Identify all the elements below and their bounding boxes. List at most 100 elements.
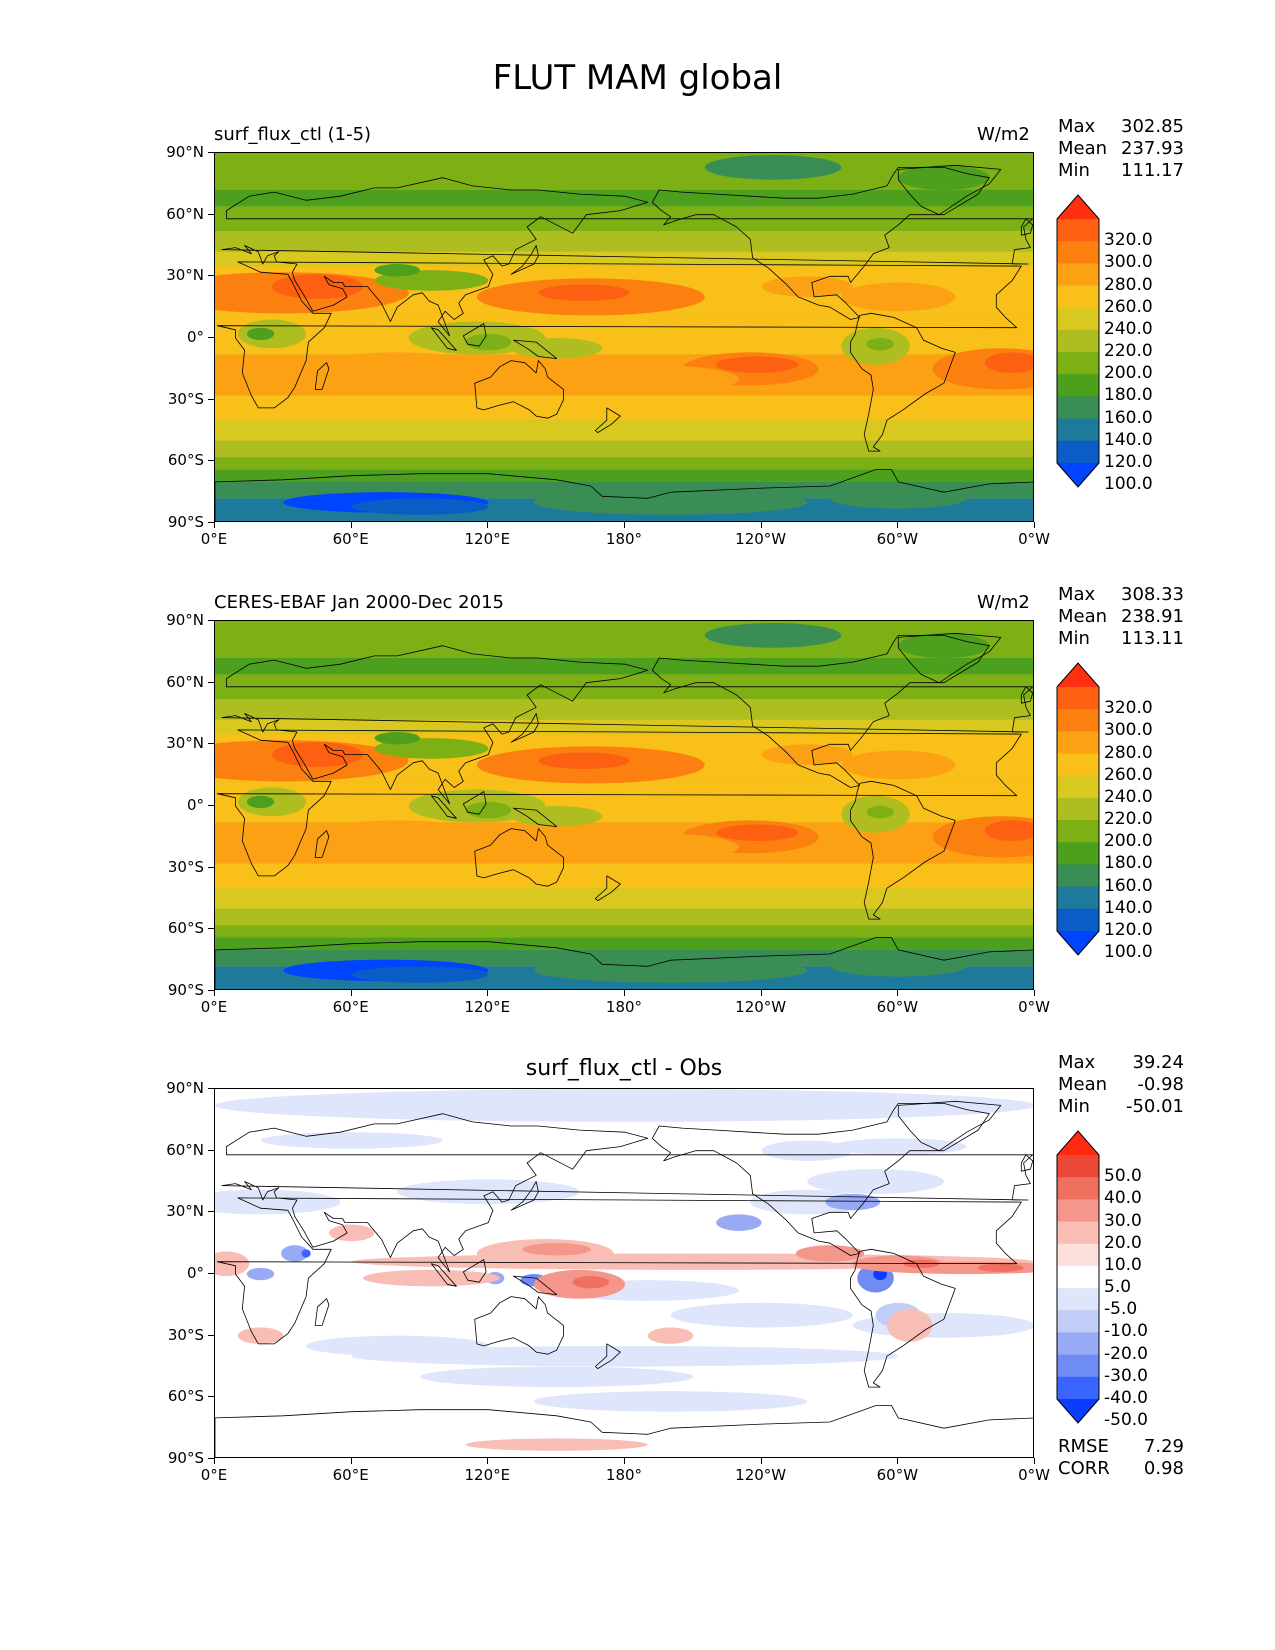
lat-tick-label: 30°N	[166, 1202, 204, 1221]
colorbar-label: 160.0	[1104, 875, 1153, 896]
colorbar	[1056, 194, 1100, 488]
colorbar-label: 30.0	[1104, 1210, 1142, 1231]
colorbar-swatch	[1057, 1288, 1099, 1311]
coastline	[512, 339, 558, 360]
contour-band	[215, 658, 1033, 675]
contour-region	[465, 801, 512, 819]
contour-region	[886, 1308, 933, 1342]
coastline	[430, 1263, 457, 1287]
contour-region	[795, 1245, 865, 1262]
lat-tick-label: 30°N	[166, 266, 204, 285]
colorbar-label: 260.0	[1104, 764, 1153, 785]
contour-band	[215, 251, 1033, 267]
colorbar-swatch	[1057, 1376, 1099, 1400]
stat-label: RMSE	[1058, 1436, 1109, 1457]
colorbar	[1056, 1130, 1100, 1424]
colorbar-label: 220.0	[1104, 341, 1153, 362]
colorbar-swatch	[1057, 1199, 1099, 1223]
lon-tick-label: 180°	[605, 530, 643, 548]
lat-tick-label: 60°S	[167, 1387, 204, 1406]
colorbar-label: 100.0	[1104, 942, 1153, 963]
colorbar-extend-max	[1057, 1131, 1099, 1155]
lat-tick-mark	[208, 866, 214, 868]
lat-tick-mark	[208, 1334, 214, 1336]
lat-tick-mark	[208, 337, 214, 338]
coastline	[594, 875, 621, 902]
contour-region	[761, 744, 853, 765]
lon-tick-mark	[624, 990, 625, 996]
lon-tick-label: 0°E	[200, 998, 228, 1016]
contour-region	[351, 966, 489, 983]
contour-region	[465, 333, 512, 351]
stat-corr: CORR 0.98	[1058, 1458, 1184, 1480]
lat-tick-mark	[208, 620, 214, 621]
colorbar-outline	[1056, 194, 1100, 488]
colorbar-label: 320.0	[1104, 230, 1153, 251]
lat-tick-label: 30°N	[166, 734, 204, 753]
contour-region	[246, 327, 275, 341]
colorbar-swatch	[1057, 842, 1099, 865]
contour-region	[215, 1089, 1033, 1122]
colorbar-swatch	[1057, 219, 1099, 242]
colorbar-swatch	[1057, 1265, 1099, 1289]
contour-region	[306, 820, 489, 854]
contour-band	[215, 699, 1033, 720]
colorbar-swatch	[1057, 886, 1099, 910]
contour-region	[374, 264, 420, 277]
lon-tick-mark	[1034, 1458, 1035, 1464]
contour-band	[215, 440, 1033, 458]
contour-region	[246, 1267, 275, 1281]
coastline	[216, 1197, 1022, 1345]
stat-value: 0.98	[1143, 1458, 1184, 1479]
contour-region	[281, 1245, 309, 1262]
lon-tick-mark	[897, 1458, 899, 1464]
lat-tick-mark	[208, 1088, 214, 1089]
colorbar-label: 160.0	[1104, 407, 1153, 428]
lon-tick-mark	[1034, 522, 1035, 528]
lon-tick-mark	[350, 522, 352, 528]
colorbar-swatch	[1057, 1243, 1099, 1267]
contour-region	[716, 356, 799, 373]
colorbar-label: 280.0	[1104, 274, 1153, 295]
lon-tick-label: 60°E	[332, 1466, 369, 1484]
colorbar-swatch	[1057, 352, 1099, 375]
contour-band	[215, 190, 1033, 207]
lon-tick-mark	[624, 522, 625, 528]
coastline	[512, 1275, 558, 1296]
stat-label: Min	[1058, 160, 1090, 181]
stat-label: Mean	[1058, 606, 1108, 627]
contour-band	[215, 395, 1033, 421]
colorbar-outline	[1056, 1130, 1100, 1424]
lat-tick-label: 0°	[186, 1264, 204, 1282]
coastline	[897, 1100, 1002, 1152]
figure-title: FLUT MAM global	[492, 58, 783, 98]
coastline	[314, 1298, 330, 1326]
coastline	[594, 1343, 621, 1370]
lat-tick-label: 30°S	[167, 857, 204, 876]
lon-tick-mark	[487, 990, 489, 996]
coastline	[314, 362, 330, 390]
colorbar-swatch	[1057, 709, 1099, 732]
coastline	[215, 1405, 1033, 1457]
lat-tick-label: 60°S	[167, 451, 204, 470]
coastline	[651, 634, 990, 788]
coastline	[462, 791, 487, 815]
stat-value: 113.11	[1121, 628, 1184, 649]
contour-band	[215, 925, 1033, 938]
colorbar-label: 120.0	[1104, 920, 1153, 940]
colorbar-extend-min	[1057, 463, 1099, 487]
colorbar-label: 280.0	[1104, 742, 1153, 763]
colorbar-swatch	[1057, 1221, 1099, 1245]
lon-tick-label: 0°E	[200, 530, 228, 548]
colorbar-label: 20.0	[1104, 1232, 1142, 1253]
colorbar-label: 100.0	[1104, 474, 1153, 495]
stat-value: 238.91	[1121, 606, 1184, 627]
coastline	[216, 261, 1022, 409]
lon-tick-label: 120°E	[464, 530, 511, 548]
coastline	[474, 360, 564, 419]
lon-tick-mark	[624, 1458, 625, 1464]
lon-tick-mark	[350, 990, 352, 996]
contour-region	[522, 1243, 591, 1256]
contour-region	[830, 488, 967, 509]
colorbar-label: -10.0	[1104, 1321, 1148, 1342]
